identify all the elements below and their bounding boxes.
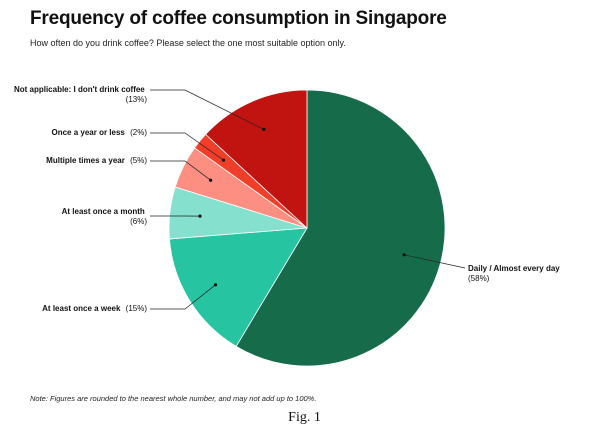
leader-line-not-applicable (150, 89, 264, 130)
pie-slice-not-applicable (205, 89, 308, 229)
leader-dot-once-a-year-or-less (221, 158, 226, 162)
chart-note: Note: Figures are rounded to the nearest… (30, 394, 317, 403)
slice-label-at-least-once-a-week: At least once a week (15%) (42, 304, 147, 313)
leader-line-daily (404, 254, 466, 269)
slice-label-multiple-times-a-year: Multiple times a year (5%) (46, 156, 147, 165)
leader-line-once-a-year-or-less (150, 132, 224, 161)
slice-label-once-a-year-or-less: Once a year or less (2%) (51, 128, 147, 137)
leader-dot-multiple-times-a-year (209, 178, 213, 182)
leader-dot-at-least-once-a-week (213, 283, 218, 287)
leader-line-multiple-times-a-year (150, 160, 211, 181)
pie-slice-at-least-once-a-week (168, 227, 308, 347)
leader-dot-daily (402, 253, 406, 257)
slice-label-not-applicable: Not applicable: I don't drink coffee (13… (14, 85, 147, 104)
leader-line-at-least-once-a-week (150, 284, 216, 310)
pie-slices (168, 89, 446, 367)
leader-lines (150, 89, 466, 310)
figure-caption: Fig. 1 (288, 410, 321, 425)
slice-label-daily: Daily / Almost every day (58%) (468, 264, 562, 283)
leader-dot-at-least-once-a-month (198, 214, 202, 218)
pie-slice-daily (235, 89, 446, 367)
leader-dot-not-applicable (262, 127, 266, 131)
slice-label-at-least-once-a-month: At least once a month (6%) (62, 207, 148, 226)
chart-title: Frequency of coffee consumption in Singa… (30, 8, 447, 29)
chart-subtitle: How often do you drink coffee? Please se… (30, 38, 346, 48)
